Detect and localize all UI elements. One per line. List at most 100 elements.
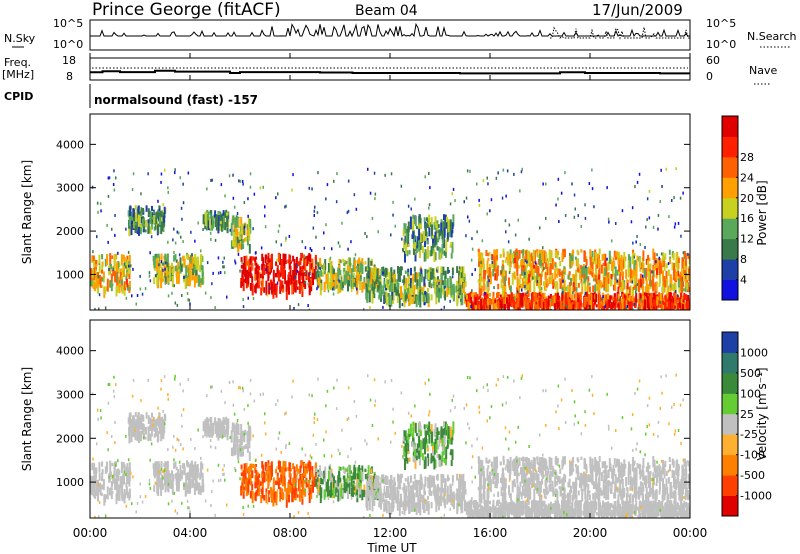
frequency-trace <box>90 69 690 75</box>
power-cell <box>100 284 103 289</box>
power-cell <box>388 294 391 307</box>
velocity-heatmap <box>90 373 690 518</box>
power-cell <box>234 236 237 248</box>
power-cell <box>642 250 645 261</box>
velocity-cell <box>396 499 399 511</box>
velocity-cell <box>159 417 161 425</box>
power-cell <box>517 218 519 222</box>
power-cell <box>173 227 175 231</box>
velocity-cell <box>332 475 335 489</box>
power-cell <box>160 172 163 176</box>
velocity-cell <box>432 489 435 494</box>
power-cell <box>275 284 278 298</box>
velocity-cell <box>119 479 122 489</box>
power-cell <box>368 289 371 303</box>
power-cell <box>240 281 243 288</box>
power-cell <box>418 228 421 240</box>
power-cell <box>565 298 568 307</box>
velocity-cell <box>200 472 203 478</box>
velocity-cell <box>347 487 349 500</box>
power-cell <box>261 263 264 271</box>
power-cell <box>264 214 266 218</box>
power-cell <box>240 278 243 283</box>
power-cell <box>682 298 685 303</box>
power-cell <box>202 214 205 225</box>
power-cell <box>683 294 686 300</box>
power-cell <box>280 259 283 268</box>
power-cell <box>605 279 608 293</box>
power-cell <box>181 294 183 297</box>
power-cell <box>621 299 624 310</box>
power-cell <box>467 302 470 308</box>
power-cell <box>687 273 690 282</box>
power-cell <box>649 296 652 307</box>
power-cell <box>119 280 121 284</box>
power-cell <box>153 277 156 285</box>
velocity-cell <box>109 460 112 474</box>
power-cell <box>405 228 408 235</box>
power-cell <box>440 280 443 293</box>
power-cell <box>178 231 180 235</box>
velocity-cell <box>370 491 373 496</box>
velocity-cell <box>420 476 423 485</box>
power-cell <box>279 253 281 265</box>
power-heatmap <box>90 167 690 310</box>
power-cell <box>680 285 682 291</box>
power-cell <box>241 261 243 264</box>
power-cell <box>556 300 559 309</box>
power-cell <box>634 259 637 265</box>
power-cell <box>315 260 318 265</box>
power-cell <box>635 291 637 295</box>
power-cell <box>643 268 646 278</box>
velocity-cell <box>350 475 353 487</box>
power-cell <box>120 254 123 266</box>
power-cell <box>493 286 495 290</box>
velocity-cell <box>379 489 382 501</box>
power-cell <box>688 256 690 264</box>
power-cell <box>582 303 585 308</box>
power-cell <box>441 225 444 236</box>
power-cell <box>166 253 169 263</box>
velocity-cell <box>509 493 512 501</box>
power-cell <box>200 255 203 262</box>
power-cell <box>272 269 275 283</box>
power-cell <box>415 272 418 283</box>
velocity-cell <box>171 483 174 495</box>
power-cell <box>436 223 439 231</box>
power-cell <box>432 238 434 244</box>
power-cell <box>439 288 442 299</box>
velocity-cell <box>309 487 312 494</box>
power-cell <box>93 267 96 280</box>
power-cell <box>188 262 191 275</box>
power-cell <box>151 205 153 211</box>
velocity-cell <box>442 487 444 493</box>
power-cell <box>466 297 468 307</box>
velocity-cell <box>456 488 459 498</box>
power-cell <box>442 288 445 295</box>
power-cell <box>656 268 658 276</box>
power-cell <box>282 267 284 279</box>
velocity-cell <box>182 463 185 469</box>
velocity-cell <box>164 461 167 472</box>
power-cell <box>401 303 404 307</box>
velocity-cell <box>370 468 373 474</box>
power-cell <box>628 295 631 302</box>
power-cell <box>519 274 522 279</box>
power-cell <box>428 277 431 283</box>
power-cell <box>451 267 454 275</box>
power-cell <box>160 211 163 222</box>
power-cell <box>579 268 582 278</box>
velocity-cell <box>449 429 452 439</box>
power-cell <box>292 270 295 281</box>
velocity-cell <box>237 450 240 460</box>
power-cell <box>542 301 545 310</box>
power-cell <box>248 271 250 277</box>
power-cell <box>309 247 312 251</box>
power-cell <box>468 302 471 310</box>
velocity-cell <box>307 462 310 469</box>
velocity-cell <box>154 461 157 466</box>
velocity-cell <box>418 479 421 485</box>
power-cell <box>260 246 263 250</box>
velocity-cell <box>94 490 97 499</box>
power-cell <box>476 302 479 310</box>
